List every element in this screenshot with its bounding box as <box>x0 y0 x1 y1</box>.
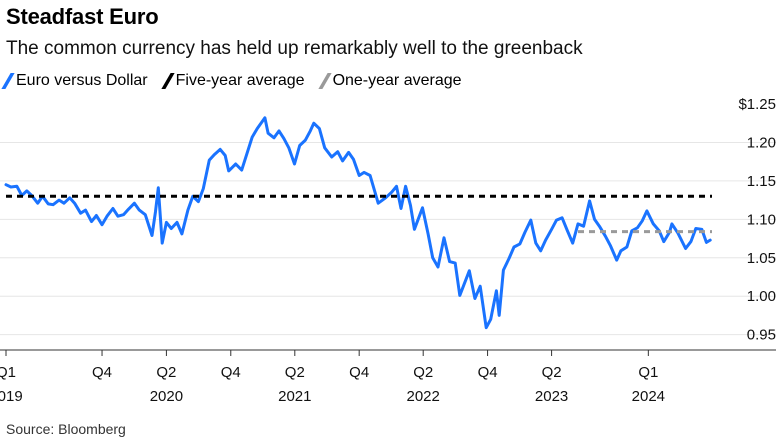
y-axis-ticks: $1.25 1.20 1.15 1.10 1.05 1.00 0.95 <box>738 96 776 344</box>
legend-item-one-year: One-year average <box>317 72 462 90</box>
x-tick-year-label: 2024 <box>632 388 665 405</box>
y-tick-label: 1.10 <box>747 211 776 228</box>
series-lines <box>4 116 712 330</box>
x-tick-label: Q4 <box>92 364 112 381</box>
legend-label-five-year: Five-year average <box>175 72 305 89</box>
x-tick-year-label: 2021 <box>278 388 311 405</box>
series-euro-vs-dollar <box>4 116 712 330</box>
x-tick-label: Q1 <box>638 364 658 381</box>
x-tick-label: Q4 <box>478 364 498 381</box>
x-tick-year-label: 2019 <box>0 388 23 405</box>
x-tick-label: Q2 <box>156 364 176 381</box>
x-tick-label: Q1 <box>0 364 16 381</box>
chart-title: Steadfast Euro <box>6 4 159 29</box>
chart-subtitle: The common currency has held up remarkab… <box>6 38 583 59</box>
gridlines <box>0 141 776 336</box>
x-tick-label: Q2 <box>285 364 305 381</box>
legend-item-euro: Euro versus Dollar <box>1 72 148 90</box>
y-tick-label: 1.05 <box>747 250 776 267</box>
legend-label-one-year: One-year average <box>332 72 462 89</box>
x-tick-label: Q4 <box>221 364 241 381</box>
x-tick-year-label: 2023 <box>535 388 568 405</box>
x-axis: Q1 2019 Q4 Q2 2020 Q4 Q2 2021 Q4 Q2 2022 Q4 Q2 2023 Q1… <box>0 349 776 405</box>
y-tick-label: 1.00 <box>747 288 776 305</box>
y-tick-label: 1.20 <box>747 134 776 151</box>
legend-item-five-year: Five-year average <box>160 72 305 90</box>
x-tick-label: Q2 <box>413 364 433 381</box>
y-tick-label: 1.15 <box>747 173 776 190</box>
source-note: Source: Bloomberg <box>6 421 126 437</box>
x-tick-year-label: 2020 <box>150 388 183 405</box>
x-tick-year-label: 2022 <box>407 388 440 405</box>
legend: Euro versus Dollar Five-year average One… <box>1 72 462 90</box>
legend-label-euro: Euro versus Dollar <box>16 72 148 89</box>
x-tick-label: Q2 <box>542 364 562 381</box>
y-tick-label: $1.25 <box>738 96 776 113</box>
x-tick-label: Q4 <box>349 364 369 381</box>
y-tick-label: 0.95 <box>747 327 776 344</box>
